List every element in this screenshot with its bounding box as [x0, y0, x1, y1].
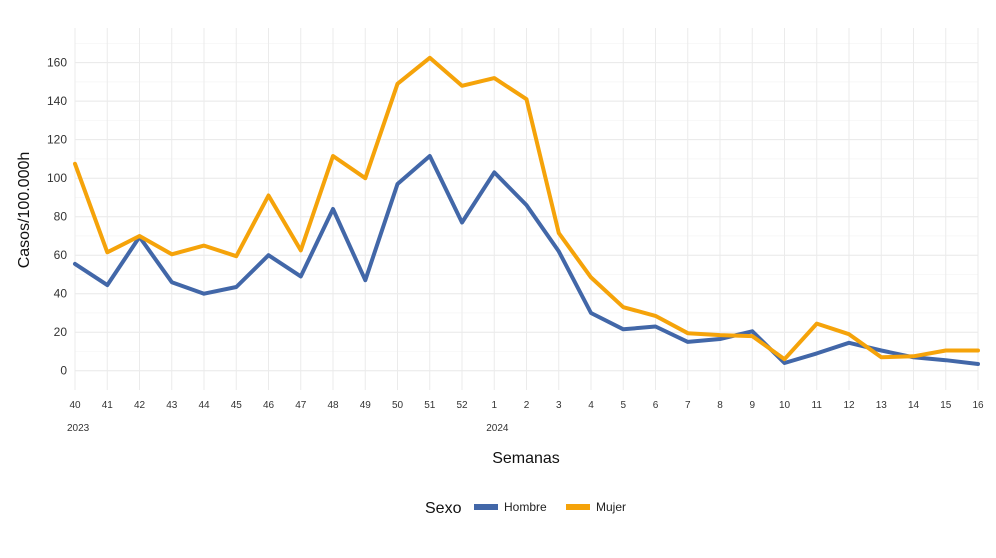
series-line-hombre [73, 154, 980, 366]
y-axis-title: Casos/100.000h [16, 152, 33, 269]
x-tick-label: 52 [456, 400, 468, 411]
series-line-mujer [73, 55, 980, 362]
x-tick-label: 14 [908, 400, 920, 411]
x-tick-label: 42 [134, 400, 146, 411]
legend-title: Sexo [425, 500, 462, 517]
x-tick-label: 45 [231, 400, 243, 411]
x-tick-label: 50 [392, 400, 404, 411]
x-tick-label: 13 [876, 400, 888, 411]
x-tick-label: 15 [940, 400, 952, 411]
x-tick-label: 41 [102, 400, 114, 411]
y-tick-label: 100 [47, 171, 67, 185]
x-tick-label: 16 [972, 400, 984, 411]
x-tick-label: 2 [524, 400, 530, 411]
y-tick-label: 120 [47, 133, 67, 147]
y-tick-label: 40 [54, 287, 68, 301]
x-tick-label: 51 [424, 400, 436, 411]
y-tick-label: 60 [54, 248, 68, 262]
legend-items: Hombre Mujer [474, 500, 626, 514]
x-tick-label: 3 [556, 400, 562, 411]
legend: Sexo Hombre Mujer [425, 500, 626, 517]
y-tick-label: 80 [54, 210, 68, 224]
x-tick-label: 12 [843, 400, 855, 411]
series-lines [73, 55, 980, 366]
year-label: 2023 [67, 423, 90, 434]
grid [74, 28, 979, 390]
y-tick-label: 20 [54, 325, 68, 339]
y-tick-label: 0 [60, 364, 67, 378]
x-tick-label: 11 [812, 400, 823, 411]
y-axis-ticks: 0 20 40 60 80 100 120 140 160 [47, 56, 67, 378]
legend-label-hombre: Hombre [504, 500, 547, 514]
y-tick-label: 140 [47, 94, 67, 108]
x-tick-label: 40 [69, 400, 81, 411]
x-tick-label: 8 [717, 400, 723, 411]
legend-label-mujer: Mujer [596, 500, 626, 514]
y-tick-label: 160 [47, 56, 67, 70]
x-tick-label: 44 [198, 400, 210, 411]
x-tick-label: 9 [749, 400, 755, 411]
x-axis-ticks: 40 41 42 43 44 45 46 47 48 49 50 51 52 1 2 3 4 5 6 7 8 9 10 11 1… [69, 400, 984, 411]
x-tick-label: 6 [653, 400, 659, 411]
x-axis-title: Semanas [492, 450, 560, 467]
x-tick-label: 48 [327, 400, 339, 411]
x-tick-label: 49 [360, 400, 372, 411]
x-tick-label: 43 [166, 400, 178, 411]
legend-swatch-hombre [474, 504, 498, 510]
x-tick-label: 1 [491, 400, 497, 411]
x-tick-label: 4 [588, 400, 594, 411]
year-labels: 2023 2024 [67, 423, 509, 434]
x-tick-label: 7 [685, 400, 691, 411]
x-tick-label: 46 [263, 400, 275, 411]
x-tick-label: 10 [779, 400, 791, 411]
legend-swatch-mujer [566, 504, 590, 510]
year-label: 2024 [486, 423, 509, 434]
x-tick-label: 5 [620, 400, 626, 411]
x-tick-label: 47 [295, 400, 307, 411]
